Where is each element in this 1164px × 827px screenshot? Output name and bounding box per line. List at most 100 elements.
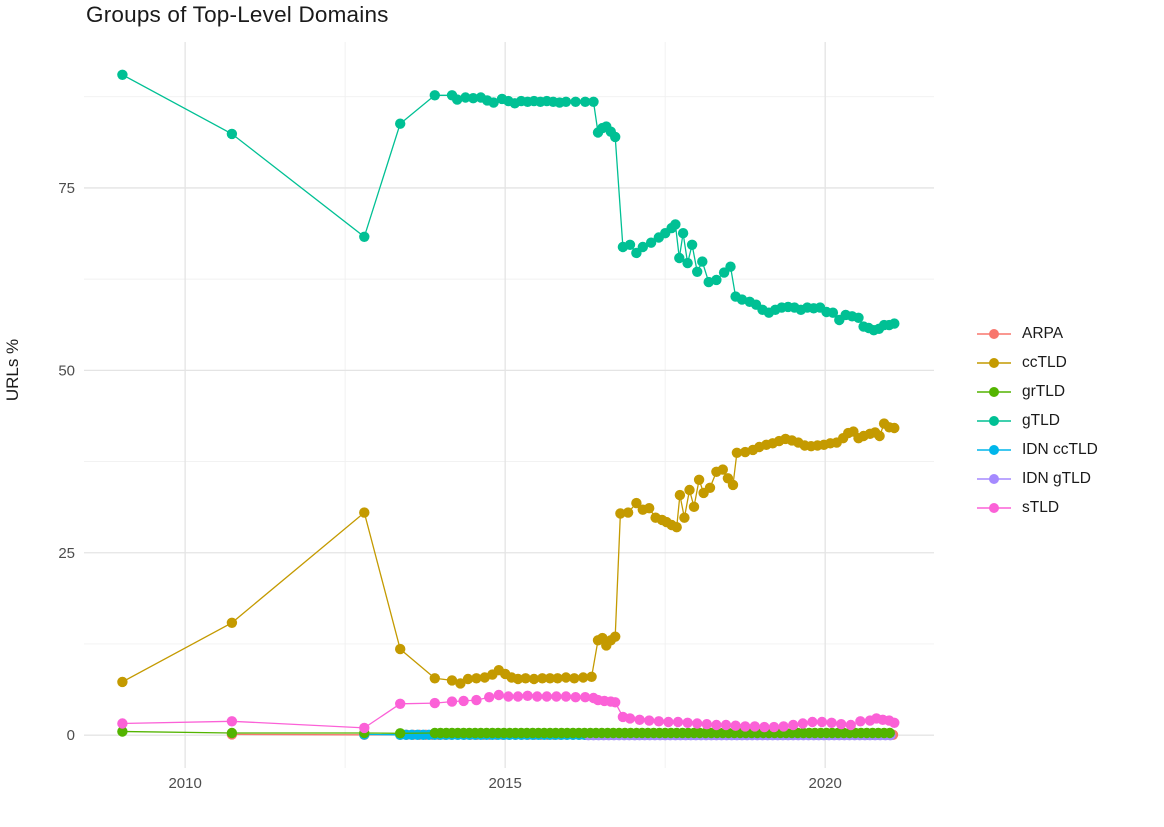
- data-point: [117, 676, 128, 688]
- legend-label-gtld: gTLD: [1022, 411, 1060, 429]
- data-point: [788, 719, 799, 731]
- data-point: [471, 694, 482, 706]
- data-point: [711, 719, 722, 731]
- data-point: [637, 241, 648, 253]
- data-point: [684, 484, 695, 496]
- data-point: [697, 256, 708, 267]
- legend-item-idn-gtld: IDN gTLD: [976, 464, 1098, 493]
- data-point: [653, 716, 664, 727]
- data-point: [624, 239, 636, 250]
- data-point: [226, 128, 238, 140]
- data-point: [455, 678, 466, 689]
- legend-item-stld: sTLD: [976, 493, 1098, 522]
- data-point: [226, 617, 238, 628]
- data-point: [359, 722, 370, 734]
- y-tick-label: 75: [58, 180, 75, 197]
- data-point: [778, 721, 789, 732]
- data-point: [560, 672, 572, 683]
- data-point: [730, 720, 741, 731]
- data-point: [671, 522, 682, 533]
- data-point: [446, 675, 458, 686]
- data-point: [644, 715, 655, 726]
- data-point: [644, 503, 655, 514]
- data-point: [446, 696, 458, 707]
- legend-key-dot: [989, 473, 999, 484]
- data-point: [512, 673, 524, 685]
- series-line-cctld: [122, 422, 895, 685]
- y-tick-label: 50: [58, 362, 75, 379]
- data-point: [588, 96, 599, 108]
- data-point: [693, 474, 705, 485]
- y-tick-label: 0: [67, 727, 75, 744]
- data-point: [674, 252, 685, 264]
- data-point: [522, 690, 533, 701]
- data-point: [686, 239, 698, 250]
- data-point: [537, 673, 548, 684]
- data-point: [569, 673, 580, 684]
- data-point: [610, 631, 621, 642]
- data-point: [395, 643, 406, 655]
- legend-item-gtld: gTLD: [976, 406, 1098, 435]
- data-point: [551, 691, 562, 702]
- data-point: [528, 673, 540, 685]
- grid: [84, 42, 934, 768]
- y-tick-label: 25: [58, 545, 75, 562]
- data-point: [682, 257, 693, 269]
- data-point: [429, 697, 440, 709]
- data-point: [488, 97, 499, 108]
- data-point: [725, 261, 736, 272]
- data-point: [580, 96, 591, 108]
- legend-key-grtld: [977, 386, 1011, 397]
- legend-label-cctld: ccTLD: [1022, 353, 1067, 371]
- data-point: [889, 318, 900, 329]
- series-stld: [117, 689, 900, 734]
- data-point: [682, 717, 693, 728]
- data-point: [749, 721, 760, 732]
- data-point: [624, 713, 636, 724]
- x-tick-label: 2015: [488, 775, 521, 792]
- legend-key-stld: [977, 502, 1011, 513]
- legend-key-idn-cctld: [977, 444, 1011, 455]
- legend-key-dot: [989, 444, 999, 455]
- legend-label-arpa: ARPA: [1022, 324, 1064, 342]
- data-point: [532, 691, 543, 702]
- legend-key-cctld: [977, 357, 1011, 368]
- data-point: [688, 501, 700, 512]
- data-point: [552, 673, 563, 684]
- data-point: [701, 719, 712, 730]
- data-point: [395, 118, 406, 129]
- data-point: [853, 312, 864, 323]
- data-point: [827, 307, 839, 318]
- data-point: [645, 237, 657, 248]
- x-tick-label: 2010: [168, 775, 201, 792]
- data-point: [117, 69, 128, 81]
- data-point: [845, 719, 856, 731]
- x-tick-label: 2020: [809, 775, 842, 792]
- y-axis-title: URLs %: [3, 339, 22, 401]
- data-point: [816, 716, 828, 728]
- data-point: [884, 727, 895, 739]
- data-point: [674, 489, 686, 501]
- chart-title: Groups of Top-Level Domains: [86, 2, 389, 27]
- data-point: [672, 716, 684, 728]
- data-point: [677, 228, 689, 239]
- data-point: [560, 96, 572, 108]
- data-point: [670, 219, 681, 230]
- data-point: [484, 692, 495, 703]
- legend-key-gtld: [977, 415, 1011, 426]
- data-point: [889, 717, 900, 728]
- data-point: [512, 691, 524, 702]
- data-point: [631, 497, 642, 509]
- data-point: [704, 482, 716, 493]
- legend-label-grtld: grTLD: [1022, 382, 1066, 400]
- data-point: [452, 94, 463, 105]
- legend-item-grtld: grTLD: [976, 377, 1098, 406]
- data-point: [468, 93, 479, 104]
- data-point: [889, 422, 900, 434]
- data-point: [395, 698, 406, 709]
- data-point: [711, 274, 722, 286]
- data-point: [226, 727, 238, 739]
- data-point: [797, 718, 808, 729]
- data-point: [586, 671, 597, 682]
- legend-label-idn-cctld: IDN ccTLD: [1022, 440, 1098, 458]
